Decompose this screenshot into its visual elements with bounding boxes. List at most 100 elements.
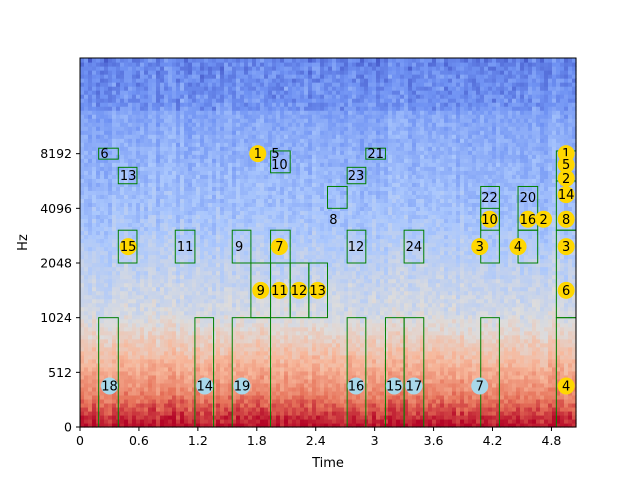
heatmap-cell — [80, 402, 85, 408]
heatmap-cell — [108, 410, 113, 416]
heatmap-cell — [92, 418, 97, 424]
heatmap-cell — [132, 290, 137, 296]
heatmap-cell — [288, 190, 293, 195]
heatmap-cell — [244, 162, 249, 167]
heatmap-cell — [176, 74, 181, 79]
heatmap-cell — [292, 70, 297, 75]
heatmap-cell — [280, 358, 285, 364]
heatmap-cell — [264, 398, 269, 404]
heatmap-cell — [172, 142, 177, 147]
heatmap-cell — [192, 290, 197, 296]
heatmap-cell — [172, 338, 177, 344]
heatmap-cell — [152, 86, 157, 91]
heatmap-cell — [116, 142, 121, 147]
heatmap-cell — [208, 122, 213, 127]
heatmap-cell — [232, 102, 237, 107]
heatmap-cell — [144, 98, 149, 103]
heatmap-cell — [164, 370, 169, 376]
heatmap-cell — [280, 298, 285, 304]
heatmap-cell — [140, 158, 145, 163]
heatmap-cell — [172, 346, 177, 352]
heatmap-cell — [132, 286, 137, 292]
heatmap-cell — [252, 258, 257, 264]
heatmap-cell — [288, 226, 293, 232]
heatmap-cell — [196, 390, 201, 396]
heatmap-cell — [188, 390, 193, 396]
heatmap-cell — [100, 338, 105, 344]
heatmap-cell — [220, 142, 225, 147]
heatmap-cell — [244, 326, 249, 332]
heatmap-cell — [144, 214, 149, 220]
heatmap-cell — [288, 134, 293, 139]
heatmap-cell — [160, 122, 165, 127]
heatmap-cell — [100, 110, 105, 115]
heatmap-cell — [144, 150, 149, 155]
heatmap-cell — [236, 262, 241, 268]
heatmap-cell — [240, 238, 245, 244]
heatmap-cell — [144, 270, 149, 276]
heatmap-cell — [104, 234, 109, 240]
heatmap-cell — [212, 230, 217, 236]
heatmap-cell — [264, 70, 269, 75]
heatmap-cell — [104, 282, 109, 288]
heatmap-cell — [240, 146, 245, 151]
heatmap-cell — [176, 214, 181, 220]
heatmap-cell — [248, 214, 253, 220]
heatmap-cell — [124, 290, 129, 296]
heatmap-cell — [284, 238, 289, 244]
heatmap-cell — [164, 290, 169, 296]
heatmap-cell — [144, 422, 149, 428]
heatmap-cell — [236, 342, 241, 348]
heatmap-cell — [264, 254, 269, 260]
heatmap-cell — [184, 214, 189, 220]
heatmap-cell — [108, 366, 113, 372]
heatmap-cell — [100, 258, 105, 264]
heatmap-cell — [88, 106, 93, 111]
heatmap-cell — [168, 266, 173, 272]
heatmap-cell — [296, 418, 301, 424]
heatmap-cell — [176, 162, 181, 167]
heatmap-cell — [260, 94, 265, 99]
heatmap-cell — [120, 302, 125, 308]
heatmap-cell — [96, 114, 101, 119]
heatmap-cell — [252, 306, 257, 312]
heatmap-cell — [264, 190, 269, 195]
heatmap-cell — [264, 258, 269, 264]
heatmap-cell — [172, 134, 177, 139]
heatmap-cell — [196, 346, 201, 352]
heatmap-cell — [264, 210, 269, 216]
heatmap-cell — [80, 122, 85, 127]
heatmap-cell — [256, 354, 261, 360]
heatmap-cell — [296, 326, 301, 332]
heatmap-cell — [268, 62, 273, 67]
heatmap-cell — [220, 346, 225, 352]
heatmap-cell — [172, 322, 177, 328]
heatmap-cell — [128, 134, 133, 139]
heatmap-cell — [92, 138, 97, 143]
heatmap-cell — [248, 366, 253, 372]
heatmap-cell — [80, 318, 85, 324]
heatmap-cell — [140, 254, 145, 260]
heatmap-cell — [168, 314, 173, 320]
heatmap-cell — [144, 66, 149, 71]
heatmap-cell — [140, 94, 145, 99]
heatmap-cell — [144, 82, 149, 87]
heatmap-cell — [184, 62, 189, 67]
heatmap-cell — [284, 330, 289, 336]
heatmap-cell — [164, 254, 169, 260]
heatmap-cell — [168, 298, 173, 304]
heatmap-cell — [136, 58, 141, 63]
heatmap-cell — [168, 186, 173, 191]
heatmap-cell — [160, 162, 165, 167]
heatmap-cell — [240, 214, 245, 220]
heatmap-cell — [276, 342, 281, 348]
heatmap-cell — [176, 118, 181, 123]
heatmap-cell — [124, 94, 129, 99]
heatmap-cell — [156, 306, 161, 312]
heatmap-cell — [240, 358, 245, 364]
heatmap-cell — [156, 370, 161, 376]
heatmap-cell — [180, 398, 185, 404]
heatmap-cell — [88, 174, 93, 179]
heatmap-cell — [224, 418, 229, 424]
heatmap-cell — [120, 294, 125, 300]
